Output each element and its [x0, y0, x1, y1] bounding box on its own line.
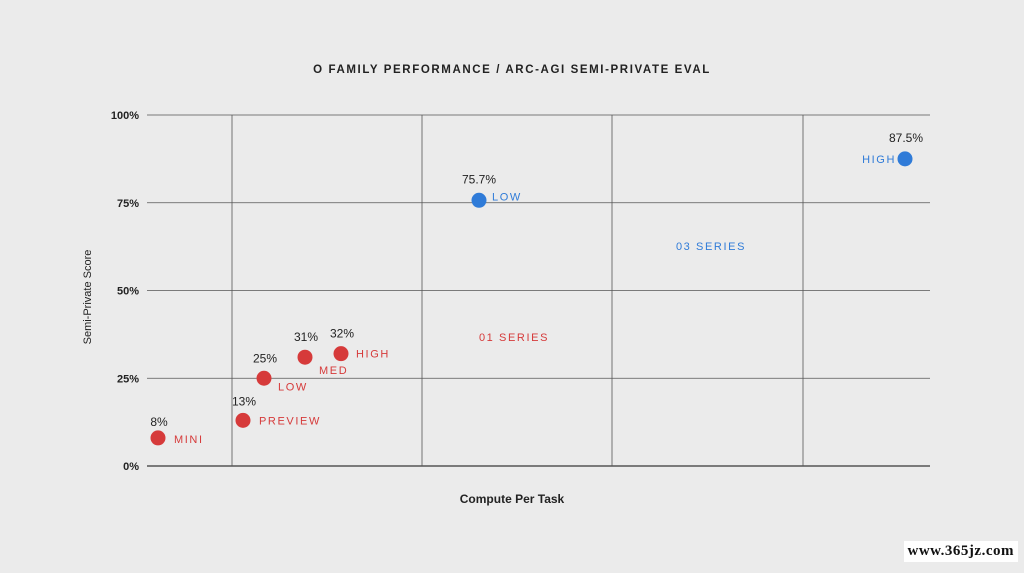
data-point — [897, 151, 913, 167]
point-name-label: HIGH — [862, 154, 896, 166]
point-name-label: LOW — [278, 381, 308, 393]
y-axis-label: Semi-Private Score — [82, 250, 94, 345]
y-tick-label: 25% — [117, 373, 139, 385]
data-label: 75.7% — [462, 172, 496, 186]
data-point — [471, 192, 487, 208]
data-points: 8%MINI13%PREVIEW25%LOW31%MED32%HIGH75.7%… — [150, 131, 923, 446]
data-label: 25% — [253, 351, 277, 365]
data-label: 8% — [150, 415, 168, 429]
y-tick-label: 0% — [123, 461, 139, 473]
point-name-label: MINI — [174, 434, 204, 446]
data-point — [256, 370, 272, 386]
data-point — [333, 346, 349, 362]
y-tick-labels: 0% 25% 50% 75% 100% — [111, 110, 139, 473]
point-name-label: PREVIEW — [259, 415, 321, 427]
data-point — [150, 430, 166, 446]
point-name-label: LOW — [492, 191, 522, 203]
y-tick-label: 50% — [117, 286, 139, 298]
y-tick-label: 100% — [111, 110, 139, 122]
data-label: 87.5% — [889, 131, 923, 145]
x-axis-label: Compute Per Task — [460, 492, 565, 506]
region-labels: 01 SERIES 03 SERIES — [479, 241, 746, 344]
data-point — [235, 412, 251, 428]
data-label: 13% — [232, 394, 256, 408]
watermark: www.365jz.com — [903, 541, 1018, 562]
chart-title: O FAMILY PERFORMANCE / ARC-AGI SEMI-PRIV… — [313, 64, 711, 76]
point-name-label: MED — [319, 365, 348, 377]
region-label: 01 SERIES — [479, 332, 549, 344]
y-tick-label: 75% — [117, 198, 139, 210]
data-label: 32% — [330, 327, 354, 341]
point-name-label: HIGH — [356, 349, 390, 361]
region-label: 03 SERIES — [676, 241, 746, 253]
grid — [147, 114, 930, 467]
data-label: 31% — [294, 330, 318, 344]
data-point — [297, 349, 313, 365]
